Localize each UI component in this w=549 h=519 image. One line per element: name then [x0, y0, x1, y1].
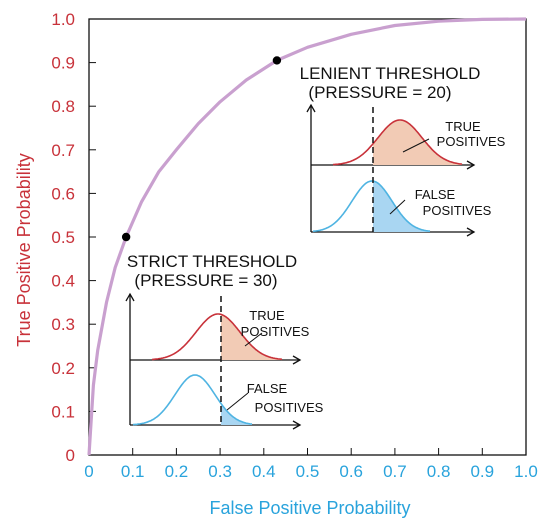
true-dist-fill	[221, 314, 282, 360]
y-tick-label: 0.6	[51, 184, 75, 203]
lenient-subtitle: (PRESSURE = 20)	[308, 83, 451, 102]
x-tick-label: 0.6	[339, 462, 363, 481]
y-tick-label: 0.1	[51, 402, 75, 421]
x-axis-title: False Positive Probability	[209, 498, 410, 518]
y-tick-label: 0.5	[51, 228, 75, 247]
true-dist-curve	[332, 119, 463, 166]
lenient-false-label-1: FALSE	[415, 187, 456, 202]
y-tick-label: 0.7	[51, 141, 75, 160]
strict-title: STRICT THRESHOLD	[127, 252, 297, 271]
false-dist-curve	[132, 374, 253, 426]
lenient-true-label-2: POSITIVES	[437, 134, 506, 149]
roc-curve	[87, 17, 527, 456]
y-tick-label: 0.2	[51, 359, 75, 378]
x-tick-label: 0.3	[208, 462, 232, 481]
true-dist-fill	[373, 120, 462, 165]
inset-arrowhead	[292, 420, 302, 430]
lenient-title: LENIENT THRESHOLD	[300, 64, 481, 83]
leader-line	[244, 332, 263, 347]
strict-subtitle: (PRESSURE = 30)	[134, 271, 277, 290]
y-tick-label: 0.3	[51, 315, 75, 334]
x-tick-label: 0.2	[165, 462, 189, 481]
strict-inset	[125, 292, 302, 430]
strict-false-label-1: FALSE	[247, 381, 288, 396]
x-tick-label: 0.5	[296, 462, 320, 481]
lenient-true-label-1: TRUE	[445, 119, 481, 134]
false-dist-fill	[221, 403, 252, 425]
leader-line	[226, 392, 249, 411]
x-tick-label: 0.9	[470, 462, 494, 481]
operating-point	[121, 232, 131, 242]
x-tick-label: 0.8	[427, 462, 451, 481]
inset-arrowhead	[292, 355, 302, 365]
leader-line	[402, 138, 430, 153]
lenient-inset	[306, 103, 476, 237]
y-tick-label: 0.4	[51, 272, 75, 291]
series	[87, 17, 527, 456]
y-tick-label: 1.0	[51, 10, 75, 29]
inset-arrowhead	[125, 292, 135, 302]
strict-true-label-1: TRUE	[249, 308, 285, 323]
leader-line	[389, 199, 406, 215]
x-tick-label: 0	[84, 462, 93, 481]
x-tick-label: 0.1	[121, 462, 145, 481]
ticks: 0 0.1 0.2 0.3 0.4 0.5 0.6 0.7 0.8 0.9 1.0 0 0.1 0.2 0.…	[51, 10, 537, 481]
y-tick-label: 0	[66, 446, 75, 465]
insets	[125, 103, 476, 430]
y-tick-label: 0.9	[51, 54, 75, 73]
x-tick-label: 0.7	[383, 462, 407, 481]
strict-true-label-2: POSITIVES	[241, 324, 310, 339]
inset-arrowhead	[466, 160, 476, 170]
y-tick-label: 0.8	[51, 97, 75, 116]
lenient-false-label-2: POSITIVES	[423, 203, 492, 218]
false-dist-fill	[373, 181, 430, 232]
inset-arrowhead	[466, 227, 476, 237]
operating-point	[272, 56, 282, 65]
strict-false-label-2: POSITIVES	[255, 400, 324, 415]
x-tick-label: 1.0	[514, 462, 538, 481]
x-tick-label: 0.4	[252, 462, 276, 481]
inset-arrowhead	[306, 103, 316, 113]
false-dist-curve	[312, 180, 431, 233]
true-dist-curve	[151, 313, 283, 361]
y-axis-title: True Positive Probability	[14, 153, 34, 346]
